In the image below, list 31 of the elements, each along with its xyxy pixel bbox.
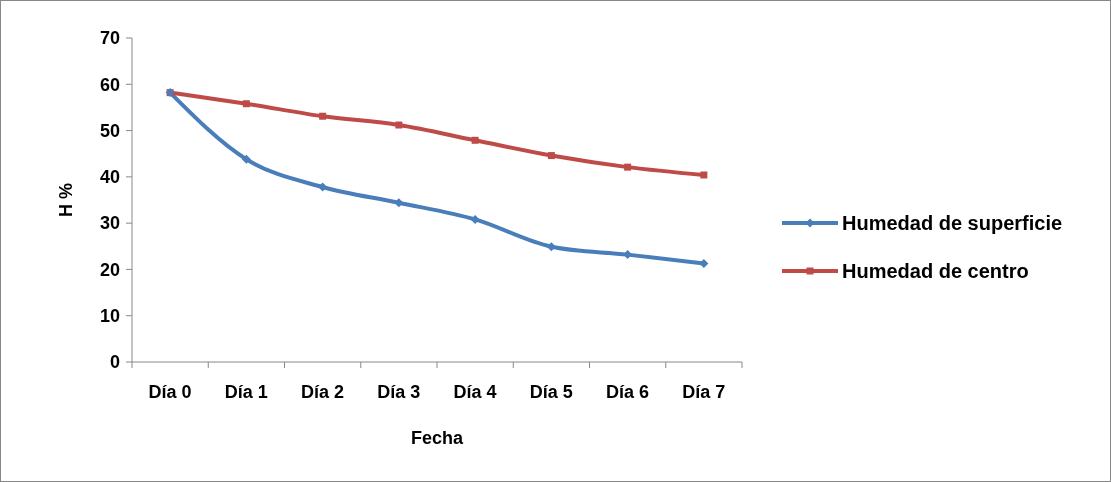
x-tick-label: Día 2: [301, 382, 345, 402]
y-tick-label: 70: [99, 28, 120, 49]
x-tick-label: Día 5: [529, 382, 573, 402]
point: [546, 242, 556, 252]
point: [395, 121, 403, 129]
x-axis-title: Fecha: [410, 428, 464, 448]
y-tick-label: 40: [99, 167, 120, 188]
point: [394, 198, 404, 208]
x-tick-label: Día 1: [224, 382, 268, 402]
point: [700, 171, 708, 179]
point: [319, 112, 327, 120]
y-axis-title: H %: [56, 182, 76, 218]
legend-label: Humedad de superficie: [842, 212, 1063, 234]
y-tick-label: 0: [109, 352, 120, 373]
point: [242, 100, 250, 108]
x-tick-label: Día 6: [606, 382, 650, 402]
legend-label: Humedad de centro: [842, 260, 1029, 282]
y-tick-label: 60: [99, 74, 120, 95]
point: [241, 154, 251, 164]
x-tick-label: Día 0: [148, 382, 192, 402]
point: [470, 214, 480, 224]
point: [471, 136, 479, 144]
y-tick-label: 50: [99, 120, 120, 141]
point: [547, 152, 555, 160]
x-tick-label: Día 7: [682, 382, 726, 402]
y-tick-label: 20: [99, 259, 120, 280]
y-tick-label: 10: [99, 306, 120, 327]
y-tick-label: 30: [99, 213, 120, 234]
x-tick-label: Día 3: [377, 382, 421, 402]
point: [624, 163, 632, 171]
x-tick-label: Día 4: [453, 382, 497, 402]
